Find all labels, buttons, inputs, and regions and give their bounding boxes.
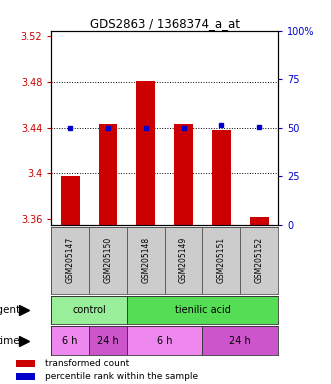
Text: GSM205151: GSM205151 — [217, 237, 226, 283]
Bar — [127, 296, 278, 324]
Text: 6 h: 6 h — [157, 336, 172, 346]
Text: control: control — [72, 305, 106, 315]
Text: GSM205148: GSM205148 — [141, 237, 150, 283]
Bar — [16, 372, 35, 379]
Bar — [51, 296, 127, 324]
Bar — [89, 326, 127, 355]
Bar — [212, 130, 231, 225]
Bar — [136, 81, 155, 225]
Bar — [16, 360, 35, 367]
Bar — [99, 124, 118, 225]
Bar — [89, 227, 127, 294]
Title: GDS2863 / 1368374_a_at: GDS2863 / 1368374_a_at — [90, 17, 240, 30]
Text: transformed count: transformed count — [45, 359, 129, 368]
Bar — [203, 227, 240, 294]
Bar — [61, 175, 80, 225]
Text: GSM205152: GSM205152 — [255, 237, 264, 283]
Bar — [174, 124, 193, 225]
Bar — [127, 227, 165, 294]
Text: time: time — [0, 336, 20, 346]
Bar — [250, 217, 268, 225]
Text: GSM205147: GSM205147 — [66, 237, 75, 283]
Text: 6 h: 6 h — [63, 336, 78, 346]
Text: 24 h: 24 h — [229, 336, 251, 346]
Bar — [127, 326, 203, 355]
Text: percentile rank within the sample: percentile rank within the sample — [45, 372, 198, 381]
Text: GSM205150: GSM205150 — [104, 237, 113, 283]
Text: agent: agent — [0, 305, 20, 315]
Bar — [165, 227, 203, 294]
Bar — [203, 326, 278, 355]
Bar — [51, 227, 89, 294]
Bar — [240, 227, 278, 294]
Bar — [51, 326, 89, 355]
Text: GSM205149: GSM205149 — [179, 237, 188, 283]
Text: tienilic acid: tienilic acid — [174, 305, 230, 315]
Text: 24 h: 24 h — [97, 336, 119, 346]
